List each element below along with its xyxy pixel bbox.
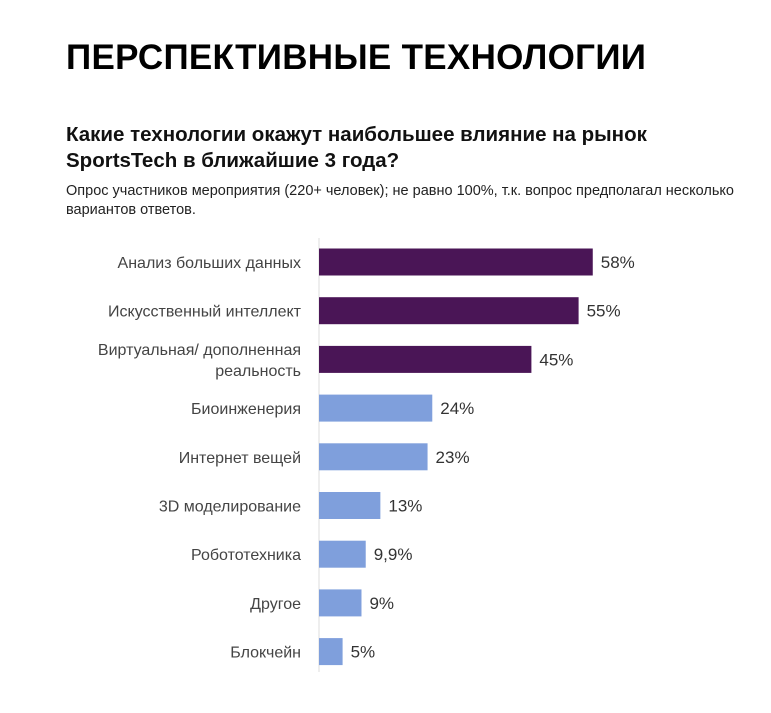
bar bbox=[319, 248, 593, 276]
data-label: 9% bbox=[369, 594, 394, 613]
bar bbox=[319, 540, 366, 568]
category-label: реальность bbox=[215, 363, 301, 380]
page-title: ПЕРСПЕКТИВНЫЕ ТЕХНОЛОГИИ bbox=[66, 38, 647, 77]
data-label: 9,9% bbox=[374, 545, 413, 564]
data-label: 5% bbox=[351, 643, 376, 662]
category-label: Другое bbox=[250, 596, 301, 613]
category-label: 3D моделирование bbox=[159, 499, 301, 516]
bar bbox=[319, 345, 532, 373]
category-label: Анализ больших данных bbox=[118, 255, 301, 272]
survey-note: Опрос участников мероприятия (220+ челов… bbox=[66, 183, 734, 218]
bar bbox=[319, 589, 362, 617]
data-label: 24% bbox=[440, 399, 474, 418]
chart-question: Какие технологии окажут наибольшее влиян… bbox=[66, 123, 647, 172]
bar bbox=[319, 443, 428, 471]
data-label: 45% bbox=[539, 350, 573, 369]
category-label: Биоинженерия bbox=[191, 401, 301, 418]
category-label: Интернет вещей bbox=[179, 450, 301, 467]
category-label: Виртуальная/ дополненная bbox=[98, 342, 301, 359]
bar bbox=[319, 638, 343, 666]
category-label: Искусственный интеллект bbox=[108, 304, 302, 321]
data-label: 58% bbox=[601, 253, 635, 272]
data-label: 13% bbox=[388, 497, 422, 516]
category-label: Блокчейн bbox=[230, 645, 301, 662]
bar bbox=[319, 297, 579, 325]
data-label: 23% bbox=[436, 448, 470, 467]
bar bbox=[319, 394, 433, 422]
category-label: Робототехника bbox=[191, 547, 301, 564]
bar bbox=[319, 492, 381, 519]
data-label: 55% bbox=[587, 302, 621, 321]
